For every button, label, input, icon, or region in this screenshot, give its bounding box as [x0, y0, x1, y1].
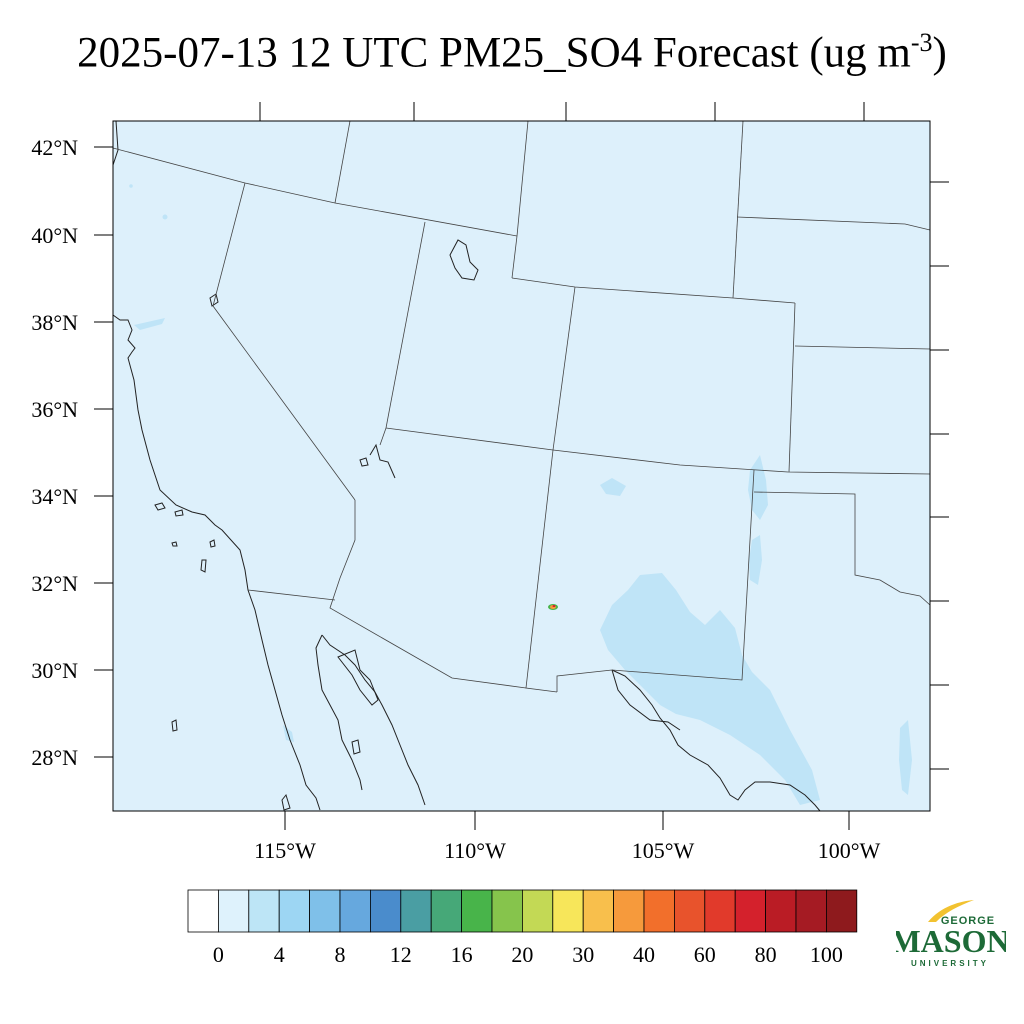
concentration-dot-nevada	[162, 214, 168, 220]
concentration-patches	[129, 184, 912, 805]
coastlines	[112, 120, 821, 812]
colorbar-label: 40	[633, 942, 655, 967]
colorbar-box	[613, 889, 645, 933]
colorbar-box	[795, 889, 827, 933]
colorbar-box	[491, 889, 523, 933]
colorbar-box	[187, 889, 219, 933]
lat-label-36: 36°N	[31, 397, 78, 422]
logo-george: GEORGE	[941, 915, 995, 927]
sulfate-hotspot	[548, 604, 558, 610]
lat-label-32: 32°N	[31, 571, 78, 596]
lat-label-28: 28°N	[31, 745, 78, 770]
lon-label-110: 110°W	[444, 838, 506, 863]
colorbar-box	[552, 889, 584, 933]
concentration-patch-pecos	[749, 535, 762, 585]
title-exponent: -3	[910, 28, 933, 57]
colorbar-label: 0	[213, 942, 224, 967]
colorbar-label: 12	[390, 942, 412, 967]
map-panel: 42°N 40°N 38°N 36°N 34°N 32°N 30°N 28°N …	[31, 102, 949, 863]
colorbar-box	[734, 889, 767, 933]
colorbar-label: 8	[335, 942, 346, 967]
colorbar-box	[369, 889, 402, 933]
longitude-labels: 115°W 110°W 105°W 100°W	[254, 838, 880, 863]
colorbar-box	[674, 889, 706, 933]
map-frame	[112, 120, 931, 812]
colorbar-label: 100	[810, 942, 843, 967]
colorbar-box	[278, 889, 311, 933]
borders	[112, 120, 931, 693]
lat-label-38: 38°N	[31, 310, 78, 335]
colorbar-box	[704, 889, 736, 933]
lat-label-30: 30°N	[31, 658, 78, 683]
title-text: 2025-07-13 12 UTC PM25_SO4 Forecast (ug …	[77, 29, 911, 77]
concentration-dot-oregon	[129, 184, 133, 188]
colorbar-box	[826, 889, 858, 933]
concentration-patch-coast	[134, 318, 165, 330]
logo-mason: MASON	[896, 923, 1006, 959]
lon-label-105: 105°W	[632, 838, 695, 863]
colorbar-box	[765, 889, 797, 933]
concentration-patch-baja	[283, 725, 294, 742]
concentration-patch-texas	[748, 455, 768, 520]
colorbar-box	[217, 889, 250, 933]
logo-swoosh	[928, 900, 974, 922]
lat-label-42: 42°N	[31, 135, 78, 160]
colorbar-box	[339, 889, 371, 933]
colorbar-label: 16	[451, 942, 473, 967]
colorbar-label: 80	[755, 942, 777, 967]
colorbar-label: 60	[694, 942, 716, 967]
colorbar-box	[430, 889, 463, 933]
lon-label-100: 100°W	[818, 838, 881, 863]
concentration-patch-mountain	[600, 478, 626, 496]
title-close-paren: )	[932, 29, 947, 77]
colorbar-box	[522, 889, 554, 933]
map-background	[113, 121, 930, 811]
colorbar	[187, 889, 858, 933]
latitude-labels: 42°N 40°N 38°N 36°N 34°N 32°N 30°N 28°N	[31, 135, 78, 770]
lat-label-40: 40°N	[31, 223, 78, 248]
concentration-patch-chihuahua	[600, 573, 820, 805]
lon-label-115: 115°W	[254, 838, 316, 863]
colorbar-box	[582, 889, 615, 933]
map-ticks	[94, 102, 949, 830]
colorbar-box	[461, 889, 493, 933]
colorbar-box	[309, 889, 341, 933]
colorbar-box	[400, 889, 432, 933]
colorbar-label: 30	[572, 942, 594, 967]
chart-title: 2025-07-13 12 UTC PM25_SO4 Forecast (ug …	[0, 28, 1024, 77]
logo-university: UNIVERSITY	[911, 959, 989, 968]
colorbar-box	[248, 889, 280, 933]
colorbar-label: 20	[511, 942, 533, 967]
colorbar-box	[643, 889, 675, 933]
colorbar-label: 4	[274, 942, 285, 967]
gmu-logo: GEORGE MASON UNIVERSITY	[896, 900, 1006, 968]
lat-label-34: 34°N	[31, 484, 78, 509]
colorbar-labels: 0 4 8 12 16 20 30 40 60 80 100	[213, 942, 843, 967]
concentration-patch-east-texas	[899, 720, 912, 795]
